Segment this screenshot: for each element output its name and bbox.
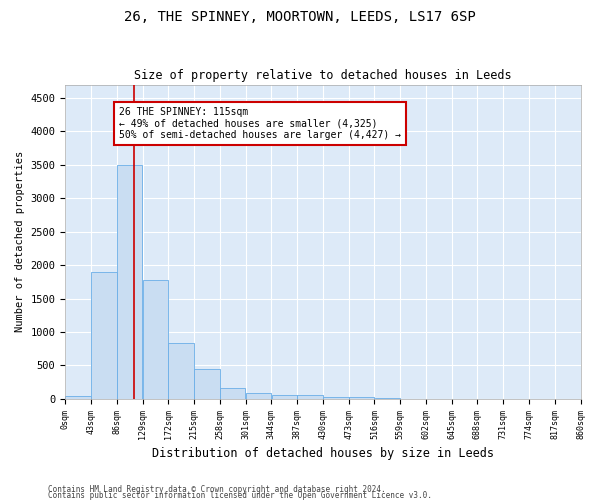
Bar <box>143 280 168 399</box>
Bar <box>65 396 91 399</box>
X-axis label: Distribution of detached houses by size in Leeds: Distribution of detached houses by size … <box>152 447 494 460</box>
Text: 26, THE SPINNEY, MOORTOWN, LEEDS, LS17 6SP: 26, THE SPINNEY, MOORTOWN, LEEDS, LS17 6… <box>124 10 476 24</box>
Bar <box>194 369 220 399</box>
Bar <box>169 343 194 399</box>
Bar <box>374 398 400 399</box>
Bar <box>297 396 323 399</box>
Bar <box>220 388 245 399</box>
Bar <box>349 397 374 399</box>
Text: Contains HM Land Registry data © Crown copyright and database right 2024.: Contains HM Land Registry data © Crown c… <box>48 484 386 494</box>
Bar <box>117 165 142 399</box>
Text: Contains public sector information licensed under the Open Government Licence v3: Contains public sector information licen… <box>48 490 432 500</box>
Title: Size of property relative to detached houses in Leeds: Size of property relative to detached ho… <box>134 69 512 82</box>
Y-axis label: Number of detached properties: Number of detached properties <box>15 151 25 332</box>
Bar <box>323 397 349 399</box>
Bar <box>272 395 297 399</box>
Text: 26 THE SPINNEY: 115sqm
← 49% of detached houses are smaller (4,325)
50% of semi-: 26 THE SPINNEY: 115sqm ← 49% of detached… <box>119 106 401 140</box>
Bar <box>91 272 116 399</box>
Bar <box>246 392 271 399</box>
